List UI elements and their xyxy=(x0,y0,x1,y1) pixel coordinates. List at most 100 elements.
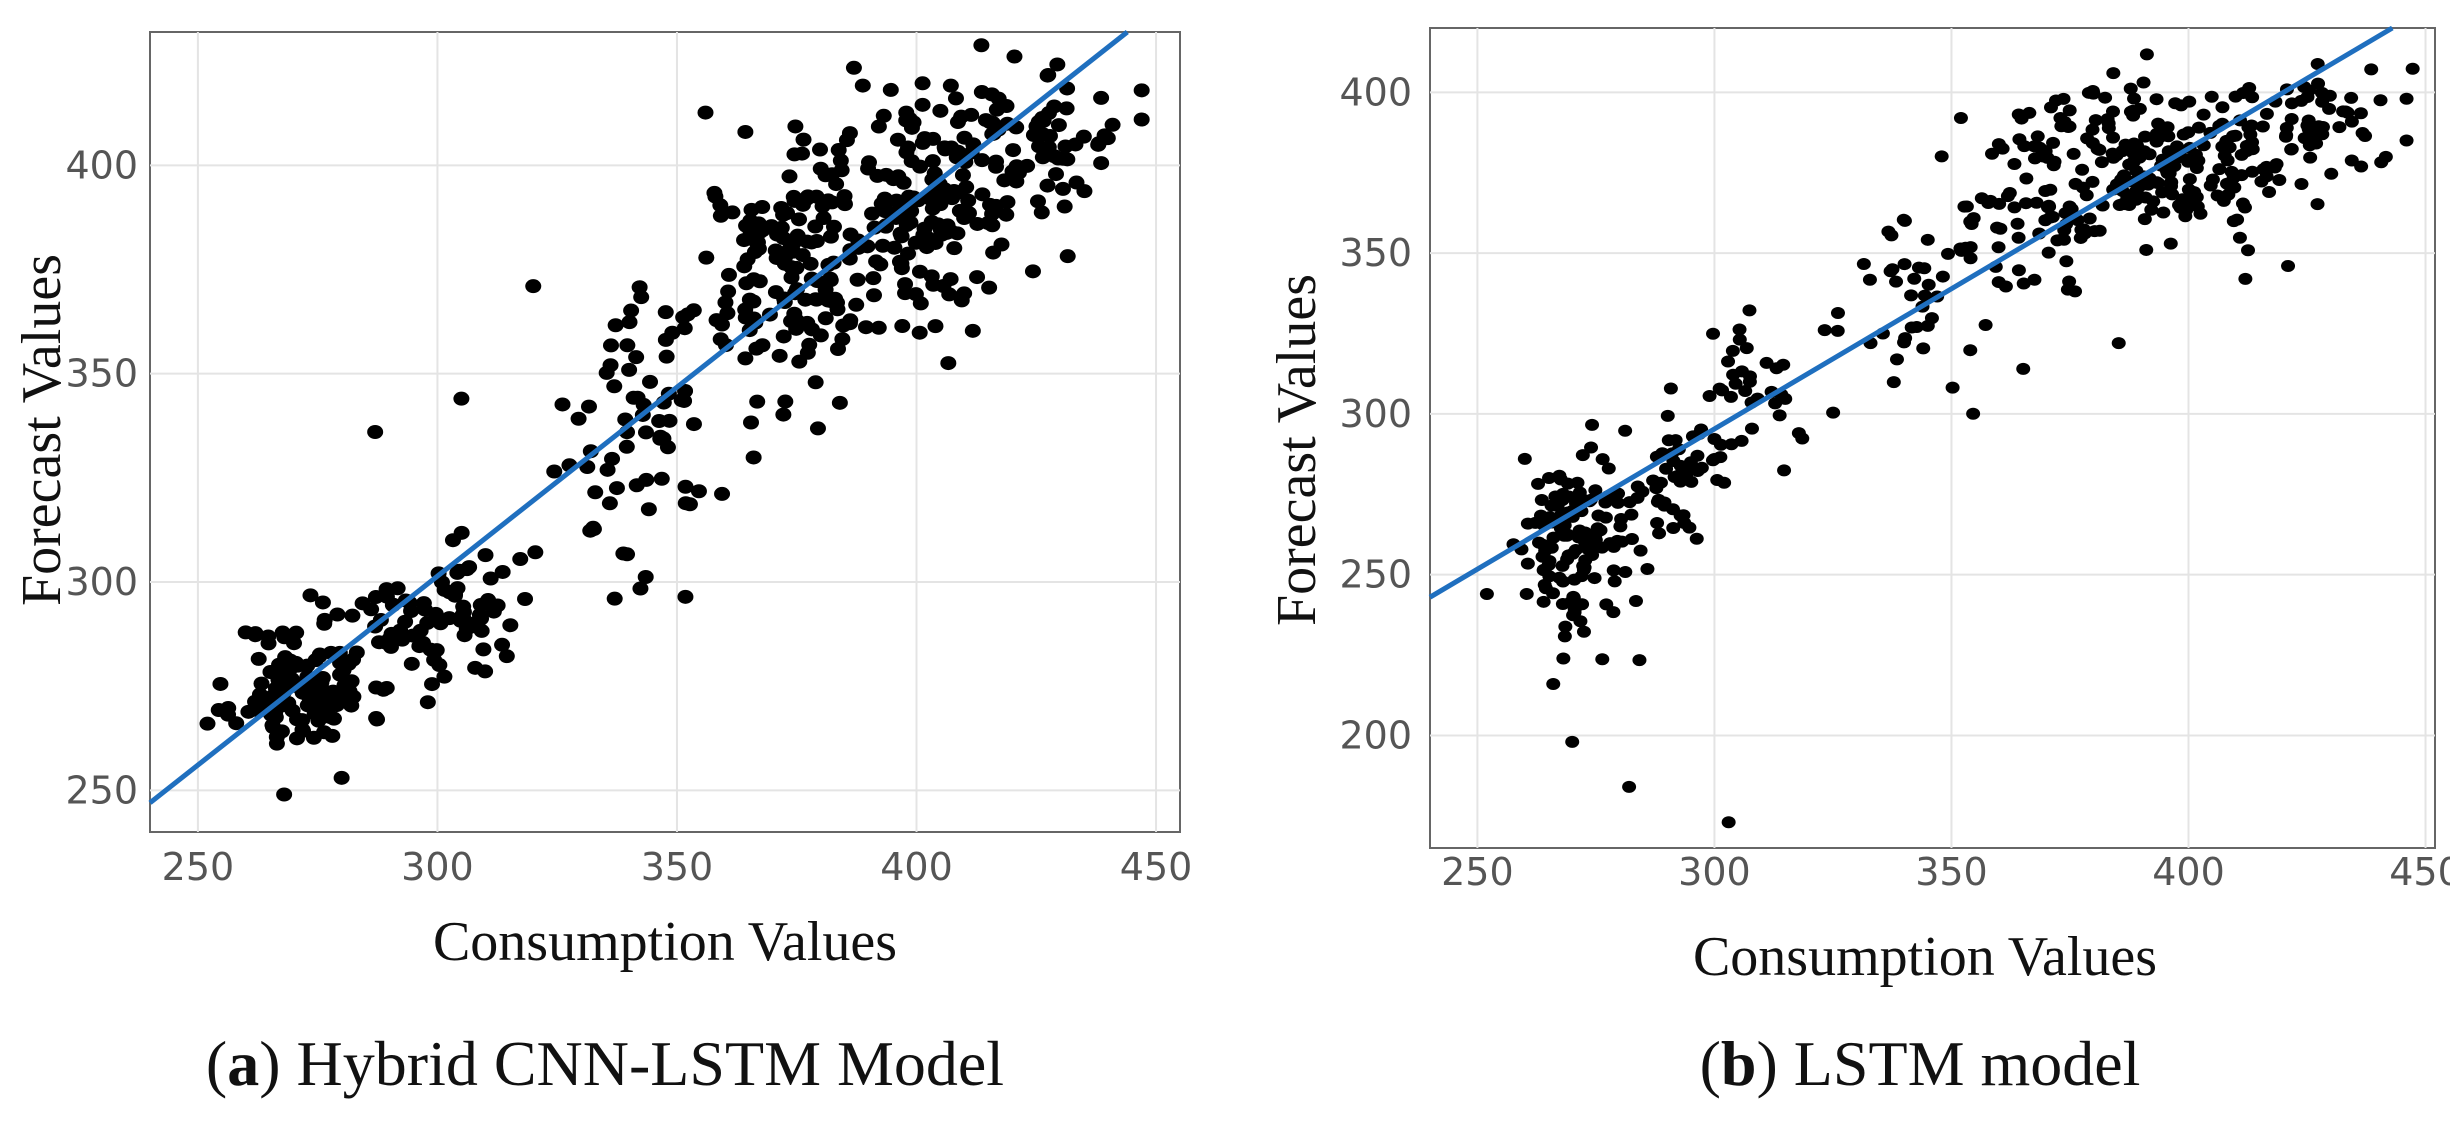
y-tick-label: 350 xyxy=(65,352,138,396)
data-point xyxy=(1978,319,1993,332)
data-point xyxy=(974,153,991,168)
caption-a: (a) Hybrid CNN-LSTM Model xyxy=(206,1028,1004,1099)
data-point xyxy=(2221,188,2236,201)
data-point xyxy=(369,712,386,727)
data-point xyxy=(1723,390,1738,403)
data-point xyxy=(1904,289,1919,302)
data-point xyxy=(2220,154,2235,167)
data-point xyxy=(2237,201,2252,214)
data-point xyxy=(2151,117,2166,130)
data-point xyxy=(787,119,804,134)
data-point xyxy=(950,144,967,159)
data-point xyxy=(260,629,277,644)
data-point xyxy=(865,288,882,303)
data-point xyxy=(685,303,702,318)
data-point xyxy=(1568,544,1583,557)
data-point xyxy=(2303,151,2318,164)
data-point xyxy=(854,78,871,93)
data-point xyxy=(842,313,859,328)
y-tick-label: 400 xyxy=(65,143,138,187)
data-point xyxy=(1742,304,1757,317)
data-point xyxy=(1917,262,1932,275)
data-point xyxy=(1726,368,1741,381)
data-point xyxy=(2234,148,2249,161)
data-point xyxy=(848,297,865,312)
data-point xyxy=(570,411,587,426)
data-point xyxy=(942,272,959,287)
data-point xyxy=(1856,258,1871,271)
data-point xyxy=(1546,531,1561,544)
data-point xyxy=(1924,312,1939,325)
data-point-outlier xyxy=(606,591,623,606)
data-point xyxy=(1862,273,1877,286)
data-point xyxy=(1057,139,1074,154)
data-point xyxy=(736,259,753,274)
data-point xyxy=(681,497,698,512)
fit-line xyxy=(148,30,1129,805)
data-point xyxy=(344,608,361,623)
data-point xyxy=(1618,424,1633,437)
data-point xyxy=(676,321,693,336)
data-point xyxy=(808,234,825,249)
data-point xyxy=(422,642,439,657)
data-point xyxy=(2098,91,2113,104)
data-point xyxy=(332,667,349,682)
data-point xyxy=(2076,223,2091,236)
data-point xyxy=(865,271,882,286)
data-point xyxy=(1712,382,1727,395)
data-point xyxy=(1538,544,1553,557)
data-point xyxy=(998,99,1015,114)
data-point xyxy=(2068,177,2083,190)
data-point xyxy=(982,197,999,212)
data-point xyxy=(785,236,802,251)
data-point xyxy=(1585,418,1600,431)
data-point xyxy=(749,394,766,409)
data-point xyxy=(720,284,737,299)
data-point xyxy=(602,338,619,353)
data-point xyxy=(2041,199,2056,212)
data-point xyxy=(607,318,624,333)
data-point xyxy=(621,315,638,330)
data-point xyxy=(1570,476,1585,489)
data-point xyxy=(482,571,499,586)
data-point xyxy=(637,570,654,585)
data-point-outlier xyxy=(1133,112,1150,127)
data-point xyxy=(2128,185,2143,198)
data-point xyxy=(743,415,760,430)
data-point xyxy=(1618,566,1633,579)
data-point xyxy=(2241,244,2256,257)
data-point xyxy=(212,676,229,691)
data-point xyxy=(585,520,602,535)
grid-a xyxy=(150,32,1180,832)
data-point xyxy=(2378,150,2393,163)
caption-letter-a: a xyxy=(227,1028,259,1099)
data-point xyxy=(1573,491,1588,504)
data-point xyxy=(1886,376,1901,389)
x-tick-label: 250 xyxy=(162,845,235,889)
data-point xyxy=(527,545,544,560)
data-point xyxy=(2092,143,2107,156)
data-point xyxy=(2136,76,2151,89)
data-point xyxy=(1545,587,1560,600)
data-point xyxy=(1660,409,1675,422)
data-point xyxy=(2027,273,2042,286)
data-point xyxy=(289,658,306,673)
data-point xyxy=(302,588,319,603)
data-point xyxy=(2085,123,2100,136)
data-point xyxy=(250,651,267,666)
data-point xyxy=(623,303,640,318)
data-point xyxy=(2043,183,2058,196)
data-point xyxy=(2036,150,2051,163)
data-point xyxy=(807,292,824,307)
data-point xyxy=(1713,438,1728,451)
data-point xyxy=(419,695,436,710)
data-point xyxy=(2215,101,2230,114)
y-axis-label-b: Forecast Values xyxy=(1266,274,1328,626)
data-point xyxy=(1889,353,1904,366)
data-point xyxy=(1663,382,1678,395)
data-point xyxy=(1556,652,1571,665)
data-point xyxy=(870,119,887,134)
data-point xyxy=(580,399,597,414)
data-point xyxy=(608,481,625,496)
data-point xyxy=(1630,491,1645,504)
